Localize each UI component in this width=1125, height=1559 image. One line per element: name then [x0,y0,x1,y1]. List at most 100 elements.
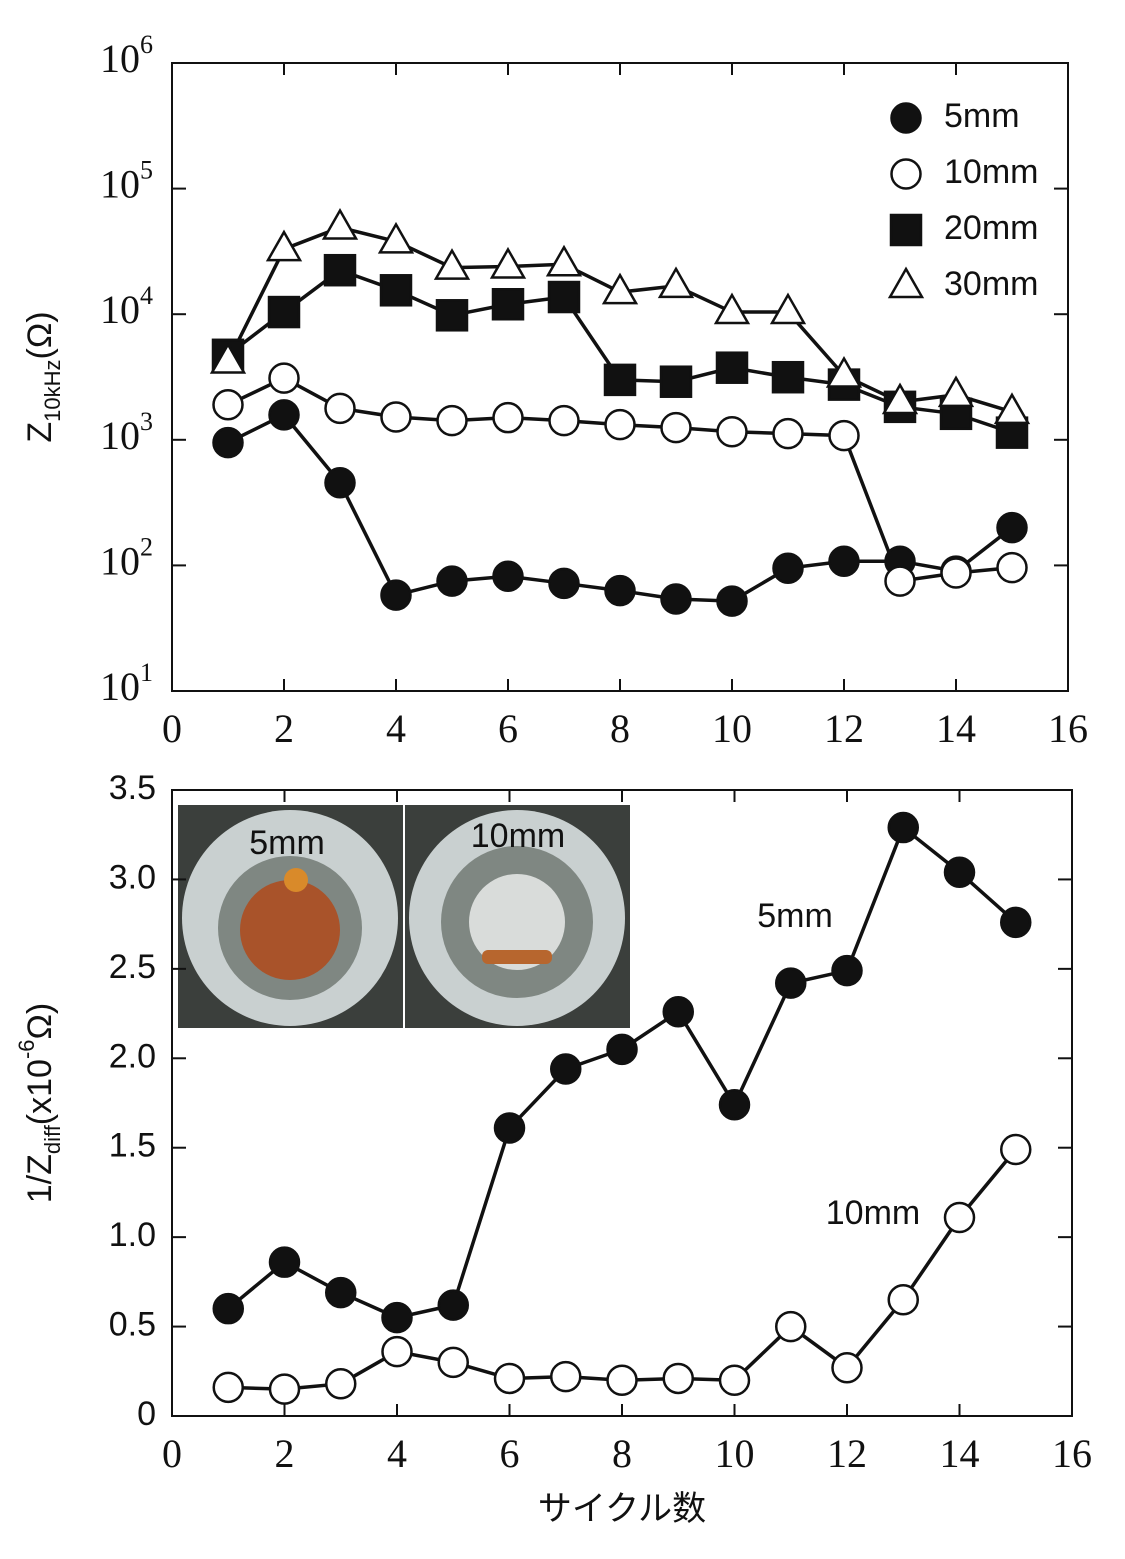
marker-circle [493,1112,526,1144]
marker-circle [212,1292,244,1325]
marker-circle [324,392,356,425]
marker-square [435,299,469,332]
marker-circle [604,574,636,607]
x-tick-label: 10 [715,1431,755,1476]
marker-circle [887,811,919,844]
marker-square [547,280,581,314]
marker-circle [380,579,412,611]
x-tick-label: 16 [1052,1431,1092,1476]
marker-circle [662,1362,694,1395]
y-axis-label-part: Ω) [21,1003,59,1040]
y-tick-exponent: 1 [140,658,153,687]
marker-circle [436,565,468,597]
legend-label: 5mm [944,97,1020,135]
y-tick-label: 103 [100,407,153,458]
marker-circle [943,1201,976,1234]
marker-circle [887,1283,919,1316]
y-tick-base: 10 [100,539,140,584]
marker-circle [437,1346,469,1379]
marker-circle [775,967,807,999]
x-axis-label: サイクル数 [538,1490,706,1528]
marker-circle [325,1368,357,1400]
marker-circle [775,1310,807,1343]
marker-circle [718,1364,751,1396]
marker-circle [996,551,1028,584]
legend-marker [890,102,922,134]
marker-circle [268,362,300,394]
marker-square [323,253,357,287]
marker-square [715,351,749,384]
photo-electrode [469,874,565,970]
plot: 0 2 4 6 8 10 12 14 16101102103104105106Z10kHz(Ω)… [21,30,1088,751]
x-tick-label: 0 [162,706,182,751]
marker-circle [943,856,976,889]
y-tick-exponent: 3 [140,407,153,436]
marker-triangle [545,244,583,277]
marker-circle [716,415,748,448]
marker-circle [718,1089,751,1121]
marker-circle [828,545,860,577]
marker-triangle [993,392,1031,425]
marker-square [379,274,413,307]
marker-circle [660,583,692,615]
marker-triangle [825,355,863,388]
marker-circle [772,552,804,584]
y-tick-label: 0 [137,1395,156,1433]
y-axis-label-part: 1/Z [21,1154,59,1203]
marker-circle [212,1371,244,1404]
y-tick-label: 2.5 [109,948,156,986]
marker-square [603,363,637,397]
legend-marker [889,213,923,247]
marker-triangle [321,207,359,240]
x-tick-label: 14 [936,706,976,751]
x-tick-label: 4 [387,1431,407,1476]
x-tick-label: 8 [612,1431,632,1476]
marker-circle [212,426,244,459]
marker-circle [772,417,804,450]
y-tick-label: 102 [100,532,153,583]
y-tick-exponent: 6 [140,30,153,59]
inset-label: 10mm [471,817,565,855]
y-tick-label: 104 [100,281,153,332]
y-tick-label: 106 [100,30,153,81]
legend-label: 10mm [944,153,1038,191]
y-tick-label: 105 [100,156,153,207]
y-tick-label: 0.5 [109,1306,156,1344]
y-tick-base: 10 [100,162,140,207]
marker-circle [550,1360,582,1393]
marker-circle [662,996,694,1028]
marker-circle [493,1362,526,1395]
y-tick-label: 2.0 [109,1037,156,1075]
plot: 0 2 4 6 8 10 12 14 16 0 0.5 1.0 1.5 2.0 2.5 3.0 3.5 1/Zdi… [14,769,1092,1528]
x-tick-label: 2 [274,706,294,751]
marker-square [491,288,525,321]
x-tick-label: 12 [827,1431,867,1476]
marker-triangle [601,272,639,305]
legend-label: 20mm [944,209,1038,247]
y-tick-label: 101 [100,658,153,709]
x-tick-label: 14 [940,1431,980,1476]
marker-circle [831,1351,863,1384]
y-axis-label-part: (x10 [21,1059,59,1125]
y-axis-label-part: Z [21,422,59,443]
marker-circle [437,1289,469,1321]
series-line [228,1148,1018,1391]
marker-triangle [209,342,247,374]
marker-triangle [713,292,751,325]
marker-triangle [489,246,527,279]
y-axis-label-part: -6 [14,1039,39,1059]
photo-rust [284,868,308,892]
legend-label: 30mm [944,265,1038,303]
y-tick-label: 1.0 [109,1216,156,1254]
y-tick-label: 3.5 [109,769,156,807]
marker-circle [940,557,972,589]
marker-circle [492,401,524,434]
marker-circle [268,1246,301,1278]
marker-triangle [265,229,303,262]
marker-circle [268,399,300,431]
marker-triangle [769,292,807,325]
marker-circle [831,954,863,987]
x-tick-label: 8 [610,706,630,751]
x-tick-label: 10 [712,706,752,751]
x-tick-label: 6 [500,1431,520,1476]
